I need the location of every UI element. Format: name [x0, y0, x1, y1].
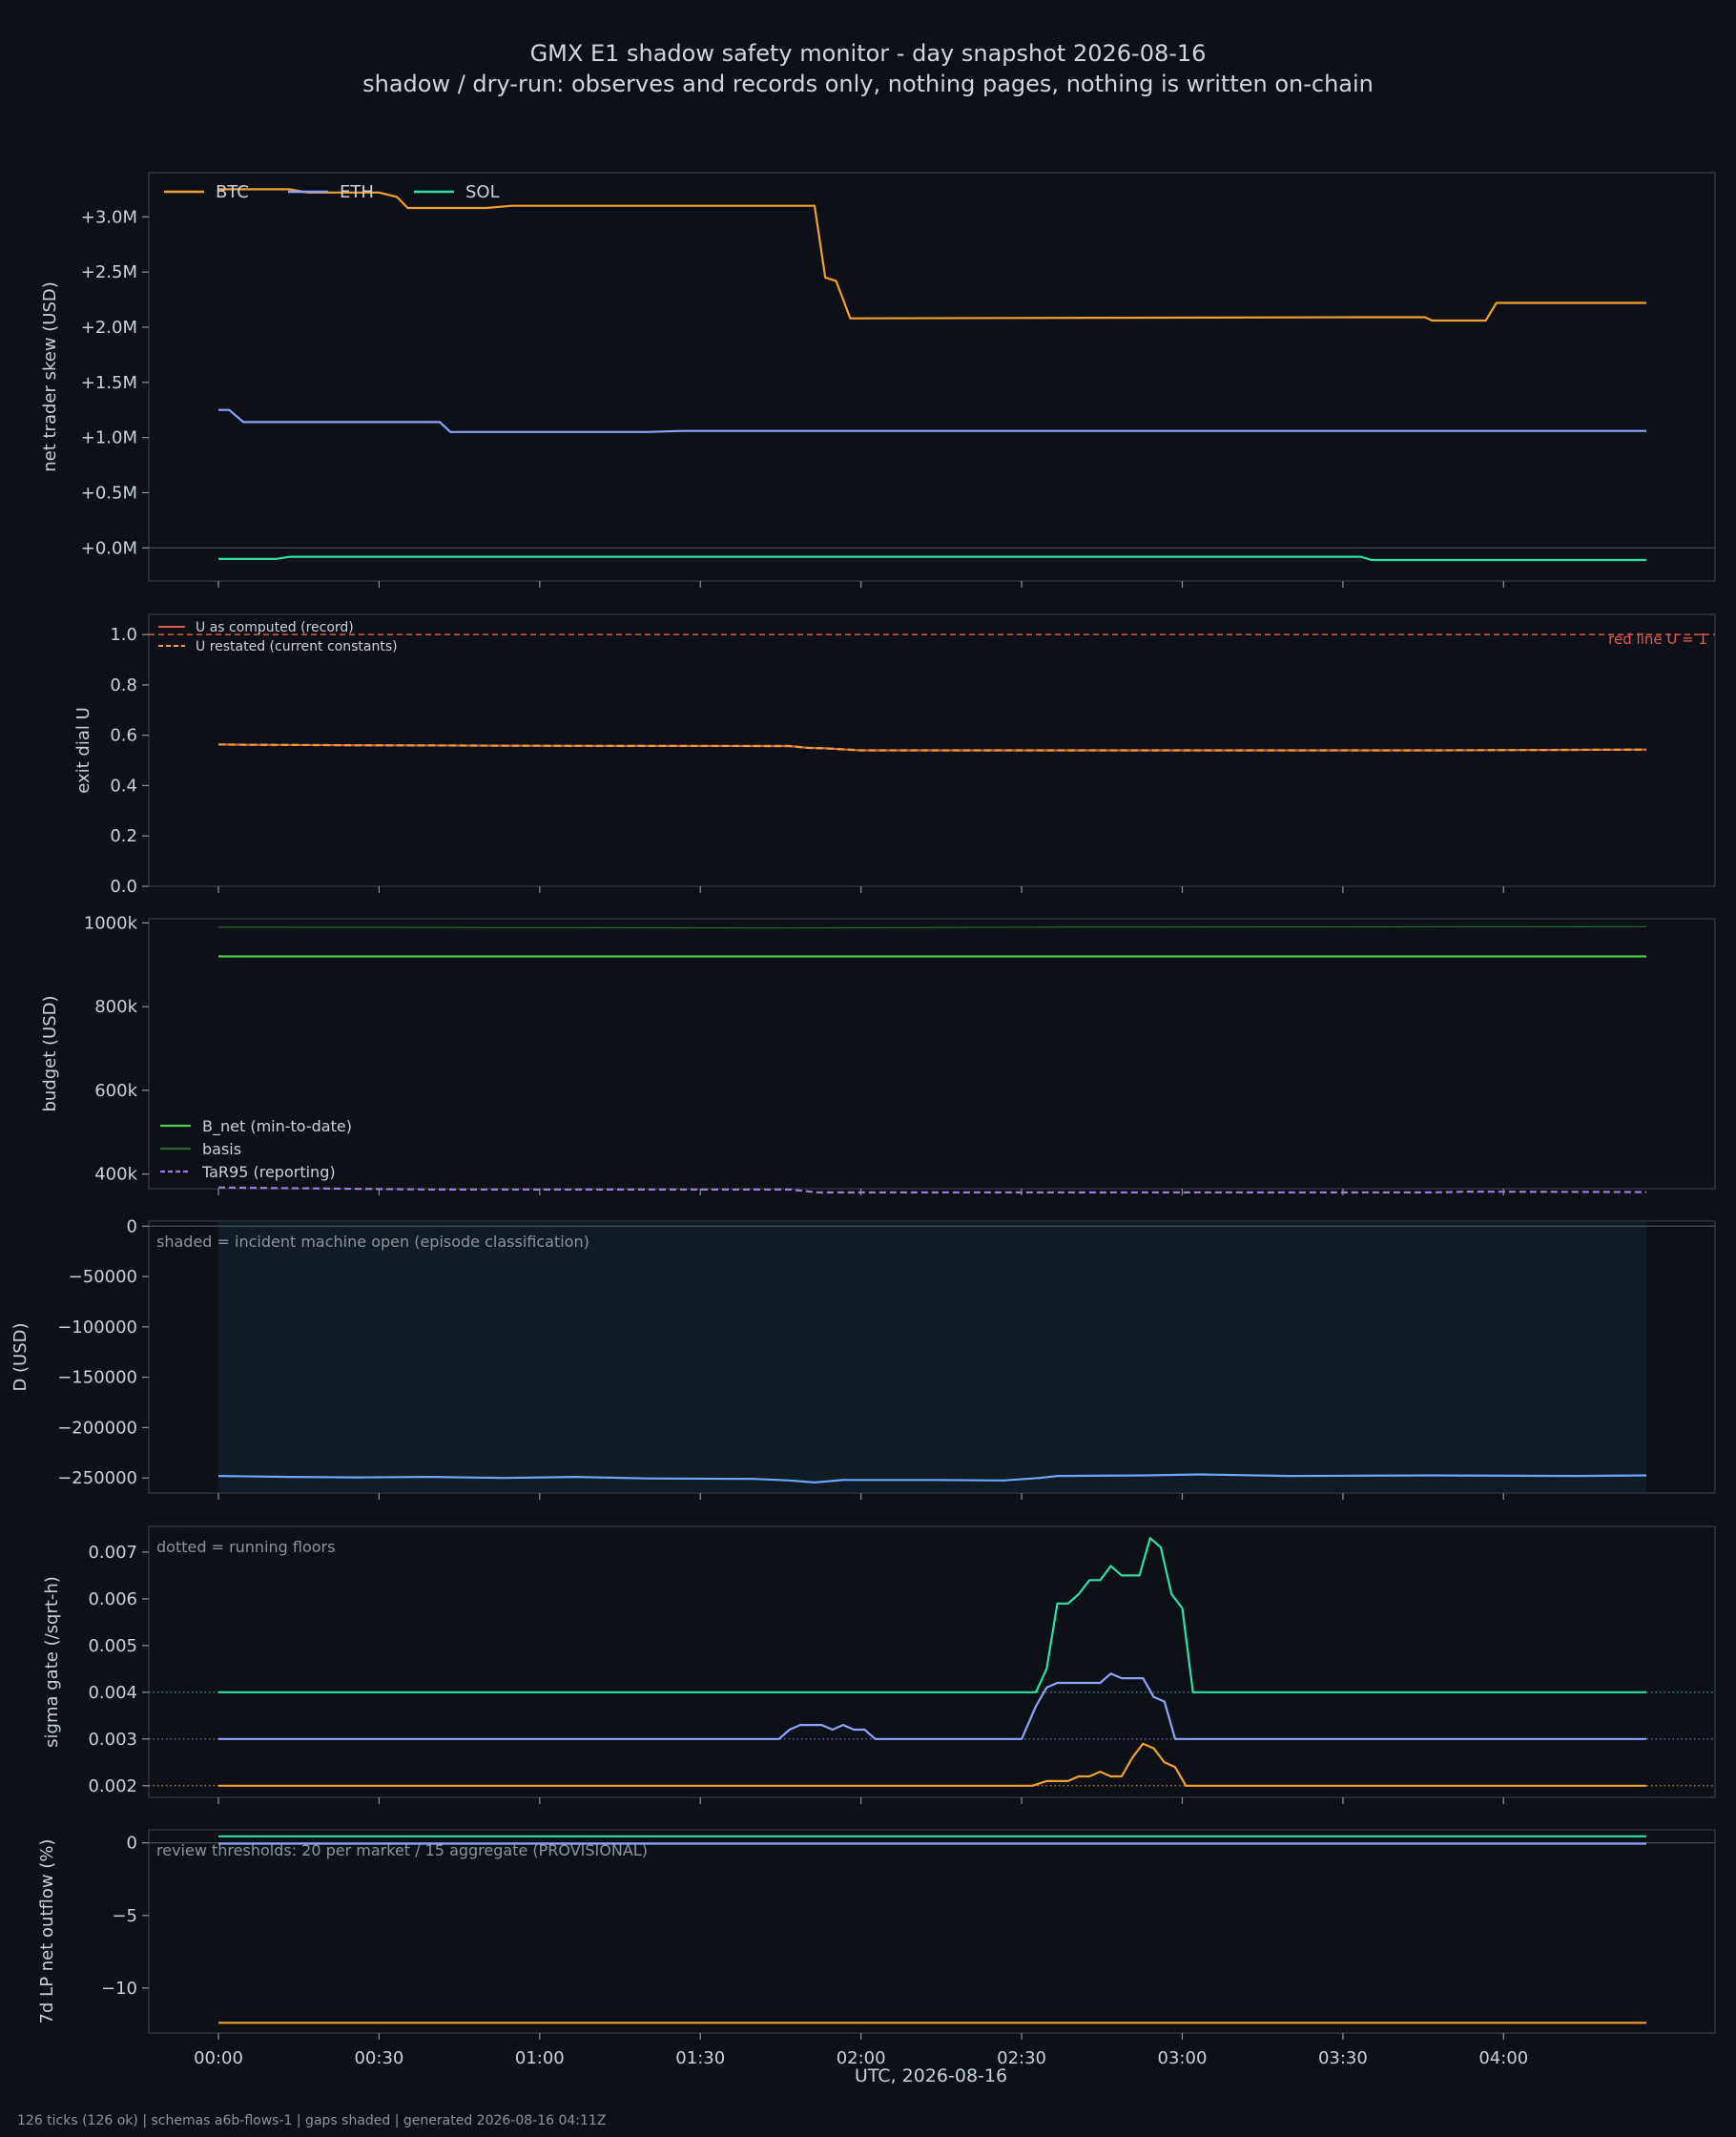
- y-tick-label: 0.002: [88, 1776, 137, 1796]
- series-line-btc: [218, 188, 1646, 322]
- legend-label: U restated (current constants): [196, 639, 398, 654]
- y-axis-label: exit dial U: [73, 707, 93, 794]
- y-tick-label: +1.0M: [81, 428, 137, 448]
- chart-title: GMX E1 shadow safety monitor - day snaps…: [529, 40, 1207, 67]
- x-tick-label: 03:30: [1318, 2048, 1368, 2068]
- y-tick-label: −10: [101, 1979, 137, 1999]
- panel-frame: [148, 613, 1716, 887]
- x-tick-label: 03:00: [1158, 2048, 1208, 2068]
- series-line-tar95: [217, 1186, 1647, 1193]
- x-tick-label: 00:00: [194, 2048, 243, 2068]
- legend-label: TaR95 (reporting): [201, 1163, 336, 1181]
- y-tick-label: 0.003: [88, 1730, 137, 1750]
- panel-d: 0 −50000 −100000 −150000 −200000 −250000 D (US…: [10, 1216, 1716, 1500]
- panel-annotation: review thresholds: 20 per market / 15 ag…: [156, 1841, 648, 1859]
- incident-shade: [218, 1222, 1646, 1492]
- y-tick-label: 400k: [94, 1165, 137, 1185]
- x-tick-label: 02:30: [997, 2048, 1046, 2068]
- series-line-btc: [218, 1742, 1646, 1787]
- y-tick-label: −5: [112, 1906, 137, 1926]
- series-line-sol: [218, 1537, 1646, 1693]
- y-tick-label: +2.5M: [81, 262, 137, 282]
- y-axis-label: 7d LP net outflow (%): [37, 1839, 57, 2024]
- y-tick-label: 800k: [94, 997, 137, 1017]
- chart-subtitle: shadow / dry-run: observes and records o…: [362, 71, 1374, 97]
- series-line-u: [217, 743, 1647, 752]
- panel-frame: [148, 1525, 1716, 1798]
- y-tick-label: −250000: [57, 1468, 137, 1488]
- panel-skew: +0.0M +0.5M +1.0M +1.5M +2.0M +2.5M +3.0M net t…: [40, 172, 1716, 588]
- y-tick-label: 0.4: [110, 776, 137, 796]
- y-tick-label: 0.004: [88, 1683, 137, 1703]
- x-axis-label: UTC, 2026-08-16: [855, 2065, 1007, 2086]
- panel-frame: [148, 1220, 1716, 1494]
- y-tick-label: 0: [127, 1216, 137, 1236]
- y-axis-label: sigma gate (/sqrt-h): [42, 1576, 62, 1748]
- y-axis-label: D (USD): [10, 1322, 31, 1391]
- footer-status: 126 ticks (126 ok) | schemas a6b-flows-1…: [17, 2113, 607, 2128]
- series-line-sol: [218, 555, 1646, 562]
- series-line-basis: [217, 925, 1647, 929]
- y-tick-label: +3.0M: [81, 207, 137, 227]
- legend-label: U as computed (record): [196, 620, 354, 635]
- y-axis-label: budget (USD): [40, 995, 60, 1111]
- y-tick-label: 0: [127, 1834, 137, 1854]
- y-tick-label: 600k: [94, 1081, 137, 1101]
- x-tick-label: 01:00: [515, 2048, 565, 2068]
- y-axis-label: net trader skew (USD): [40, 281, 60, 472]
- panel-sigma: 0.002 0.003 0.004 0.005 0.006 0.007 sigma gate…: [42, 1525, 1716, 1804]
- panel-frame: [148, 1829, 1716, 2034]
- reference-annotation: red line U = 1: [1608, 631, 1707, 648]
- y-tick-label: 1000k: [84, 913, 138, 933]
- panel-lp: 0 −5 −10 7d LP net outflow (%) 00:00 00:30 01:…: [37, 1829, 1716, 2068]
- x-tick-label: 02:00: [837, 2048, 886, 2068]
- y-tick-label: 0.007: [88, 1543, 137, 1563]
- y-tick-label: 1.0: [110, 625, 137, 645]
- x-tick-label: 00:30: [354, 2048, 403, 2068]
- y-tick-label: 0.6: [110, 726, 137, 746]
- y-tick-label: +2.0M: [81, 318, 137, 338]
- panel-frame: [148, 172, 1716, 582]
- x-tick-label: 04:00: [1478, 2048, 1528, 2068]
- panel-annotation: dotted = running floors: [156, 1538, 335, 1556]
- y-tick-label: −150000: [57, 1368, 137, 1388]
- y-tick-label: 0.0: [110, 877, 137, 897]
- y-tick-label: +0.0M: [81, 538, 137, 558]
- y-tick-label: −50000: [69, 1267, 137, 1287]
- panel-u: 0.0 0.2 0.4 0.6 0.8 1.0 exit dial U red line U …: [73, 613, 1716, 897]
- panel-budget: 400k 600k 800k 1000k budget (USD) B_net (min-…: [40, 913, 1716, 1195]
- legend-label: SOL: [465, 182, 500, 202]
- x-tick-label: 01:30: [675, 2048, 725, 2068]
- legend-label: ETH: [340, 182, 374, 202]
- y-tick-label: 0.8: [110, 675, 137, 695]
- y-tick-label: 0.006: [88, 1589, 137, 1609]
- series-line-eth: [218, 1672, 1646, 1740]
- panel-annotation: shaded = incident machine open (episode …: [156, 1233, 589, 1251]
- y-tick-label: +0.5M: [81, 483, 137, 503]
- y-tick-label: −100000: [57, 1317, 137, 1338]
- series-line-d: [217, 1473, 1647, 1483]
- panel-frame: [148, 918, 1716, 1190]
- legend-label: basis: [202, 1140, 241, 1158]
- y-tick-label: 0.005: [88, 1636, 137, 1656]
- y-tick-label: 0.2: [110, 826, 137, 846]
- legend-label: BTC: [216, 182, 249, 202]
- y-tick-label: −200000: [57, 1418, 137, 1438]
- y-tick-label: +1.5M: [81, 373, 137, 393]
- series-line-eth: [218, 408, 1646, 433]
- legend-label: B_net (min-to-date): [202, 1117, 352, 1136]
